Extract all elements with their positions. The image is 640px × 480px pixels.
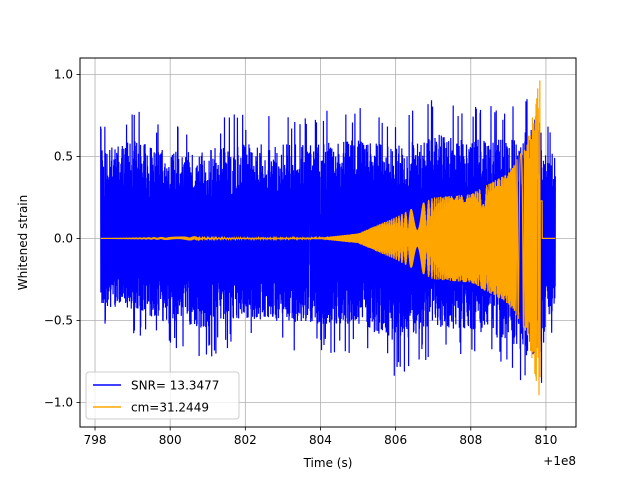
plot-series: [100, 80, 556, 396]
legend-label-cm: cm=31.2449: [131, 401, 209, 415]
x-tick-label: 806: [384, 433, 407, 447]
y-axis-label: Whitened strain: [16, 195, 30, 291]
plot-frame: [79, 57, 577, 428]
y-tick-label: 0.0: [54, 232, 73, 246]
x-axis-label: Time (s): [303, 456, 353, 470]
legend: SNR= 13.3477 cm=31.2449: [85, 371, 240, 420]
y-axis-ticks: −1.0 −0.5 0.0 0.5 1.0: [44, 68, 80, 410]
y-tick-label: 1.0: [54, 68, 73, 82]
legend-box: [85, 371, 240, 420]
x-tick-label: 808: [459, 433, 482, 447]
x-tick-label: 800: [159, 433, 182, 447]
y-tick-label: 0.5: [54, 150, 73, 164]
x-axis-ticks: 798 800 802 804 806 808 810: [84, 427, 557, 447]
series-cm-line: [100, 80, 556, 396]
legend-label-snr: SNR= 13.3477: [131, 379, 219, 393]
y-tick-label: −0.5: [44, 314, 73, 328]
x-tick-label: 810: [534, 433, 557, 447]
x-tick-label: 798: [84, 433, 107, 447]
x-axis-offset-label: +1e8: [543, 454, 576, 468]
x-tick-label: 804: [309, 433, 332, 447]
x-tick-label: 802: [234, 433, 257, 447]
y-tick-label: −1.0: [44, 396, 73, 410]
